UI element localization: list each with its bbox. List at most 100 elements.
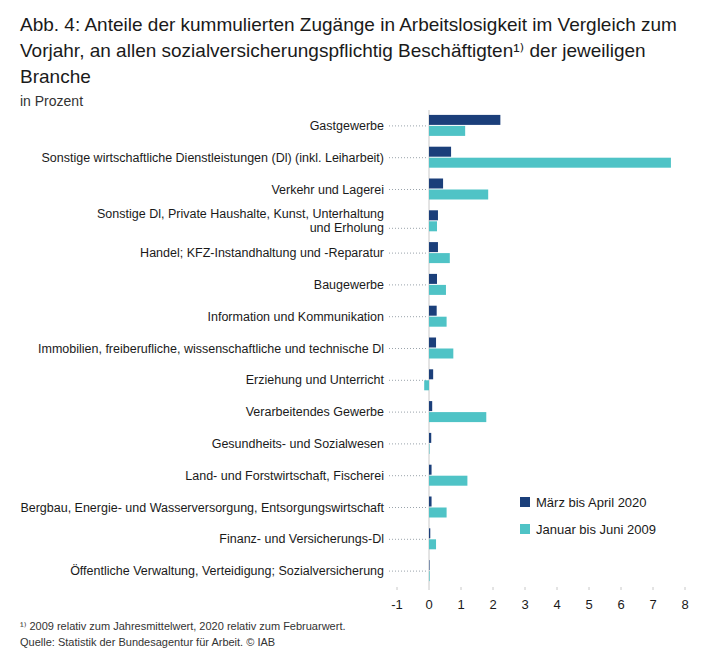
bars bbox=[424, 115, 671, 581]
bar bbox=[429, 190, 488, 200]
tick-label: 5 bbox=[585, 597, 592, 612]
bar bbox=[429, 115, 500, 125]
bar bbox=[429, 444, 431, 454]
bar bbox=[429, 349, 453, 359]
bar bbox=[429, 285, 446, 295]
category-label-line: Land- und Forstwirtschaft, Fischerei bbox=[185, 469, 384, 483]
leader-line bbox=[389, 125, 427, 126]
bar bbox=[429, 179, 443, 189]
category-label-line: Sonstige wirtschaftliche Dienstleistunge… bbox=[41, 151, 384, 165]
category-label-line: Baugewerbe bbox=[314, 278, 384, 292]
category-label: Land- und Forstwirtschaft, Fischerei bbox=[185, 469, 384, 483]
category-label: Finanz- und Versicherungs-Dl bbox=[219, 532, 384, 546]
category-label-line: Öffentliche Verwaltung, Verteidigung; So… bbox=[70, 564, 384, 578]
category-label-line: Verarbeitendes Gewerbe bbox=[246, 405, 384, 419]
tick-label: 3 bbox=[521, 597, 528, 612]
bar bbox=[429, 158, 671, 168]
category-label: Bergbau, Energie- und Wasserversorgung, … bbox=[20, 501, 384, 515]
category-label: Verarbeitendes Gewerbe bbox=[246, 405, 384, 419]
bar bbox=[429, 306, 437, 316]
tick-mark bbox=[557, 587, 558, 590]
tick-label: -1 bbox=[391, 597, 403, 612]
bar bbox=[429, 126, 465, 136]
leader-line bbox=[389, 571, 427, 572]
bar bbox=[424, 380, 429, 390]
tick-label: 8 bbox=[681, 597, 688, 612]
bar bbox=[429, 412, 486, 422]
tick-label: 7 bbox=[649, 597, 656, 612]
category-label: Handel; KFZ-Instandhaltung und -Reparatu… bbox=[140, 246, 384, 260]
category-label-line: Verkehr und Lagerei bbox=[271, 183, 384, 197]
leader-line bbox=[389, 253, 427, 254]
leader-line bbox=[389, 228, 427, 229]
category-label-line: Information und Kommunikation bbox=[208, 310, 385, 324]
tick-mark bbox=[685, 587, 686, 590]
x-ticks: -1012345678 bbox=[391, 587, 688, 612]
bar bbox=[429, 476, 467, 486]
title: Abb. 4: Anteile der kummulierten Zugänge… bbox=[20, 12, 700, 90]
category-label-line: Bergbau, Energie- und Wasserversorgung, … bbox=[20, 501, 384, 515]
bar bbox=[429, 528, 430, 538]
tick-mark bbox=[525, 587, 526, 590]
bar bbox=[429, 433, 431, 443]
leader-line bbox=[389, 380, 427, 381]
legend-label: März bis April 2020 bbox=[536, 495, 647, 510]
bar bbox=[429, 508, 447, 518]
category-label-line: Gesundheits- und Sozialwesen bbox=[212, 437, 384, 451]
bar bbox=[429, 242, 438, 252]
legend-swatch bbox=[520, 497, 530, 507]
category-label: Baugewerbe bbox=[314, 278, 384, 292]
legend-label: Januar bis Juni 2009 bbox=[536, 522, 656, 537]
leader-line bbox=[389, 284, 427, 285]
leader-line bbox=[389, 507, 427, 508]
category-label: Gesundheits- und Sozialwesen bbox=[212, 437, 384, 451]
category-label: Gastgewerbe bbox=[310, 119, 384, 133]
tick-mark bbox=[589, 587, 590, 590]
category-label-line: Finanz- und Versicherungs-Dl bbox=[219, 532, 384, 546]
bar bbox=[429, 210, 438, 220]
category-label-line: Immobilien, freiberufliche, wissenschaft… bbox=[38, 342, 384, 356]
legend: März bis April 2020 Januar bis Juni 2009 bbox=[520, 495, 656, 537]
leader-line bbox=[389, 157, 427, 158]
chart: in Prozent Gastgewerbe Sonstige wirtschaft… bbox=[0, 0, 711, 667]
footnote: ¹⁾ 2009 relativ zum Jahresmittelwert, 20… bbox=[20, 620, 346, 632]
footnote: Quelle: Statistik der Bundesagentur für … bbox=[20, 636, 275, 648]
bar bbox=[429, 253, 450, 263]
tick-label: 6 bbox=[617, 597, 624, 612]
tick-mark bbox=[397, 587, 398, 590]
category-label: Verkehr und Lagerei bbox=[271, 183, 384, 197]
bar bbox=[429, 571, 431, 581]
category-label: Öffentliche Verwaltung, Verteidigung; So… bbox=[70, 564, 384, 578]
bar bbox=[429, 147, 451, 157]
bar bbox=[429, 465, 432, 475]
category-labels: Gastgewerbe Sonstige wirtschaftliche Dien… bbox=[20, 119, 384, 578]
tick-label: 1 bbox=[457, 597, 464, 612]
tick-mark bbox=[461, 587, 462, 590]
leader-line bbox=[389, 189, 427, 190]
tick-mark bbox=[621, 587, 622, 590]
category-label-line: Gastgewerbe bbox=[310, 119, 384, 133]
category-label-line: und Erholung bbox=[310, 221, 384, 235]
bar bbox=[429, 338, 436, 348]
category-label: Erziehung und Unterricht bbox=[246, 373, 385, 387]
subtitle: in Prozent bbox=[20, 93, 83, 109]
leader-line bbox=[389, 475, 427, 476]
category-label: Sonstige wirtschaftliche Dienstleistunge… bbox=[41, 151, 384, 165]
category-label: Information und Kommunikation bbox=[208, 310, 385, 324]
category-label: Sonstige Dl, Private Haushalte, Kunst, U… bbox=[97, 207, 384, 235]
tick-label: 4 bbox=[553, 597, 560, 612]
leader-line bbox=[389, 348, 427, 349]
category-label-line: Erziehung und Unterricht bbox=[246, 373, 385, 387]
tick-mark bbox=[653, 587, 654, 590]
legend-swatch bbox=[520, 524, 530, 534]
leader-line bbox=[389, 539, 427, 540]
leader-line bbox=[389, 412, 427, 413]
tick-mark bbox=[429, 587, 430, 590]
tick-label: 0 bbox=[425, 597, 432, 612]
bar bbox=[429, 369, 433, 379]
bar bbox=[429, 560, 431, 570]
leader-line bbox=[389, 316, 427, 317]
bar bbox=[429, 317, 447, 327]
bar bbox=[429, 274, 437, 284]
tick-mark bbox=[493, 587, 494, 590]
